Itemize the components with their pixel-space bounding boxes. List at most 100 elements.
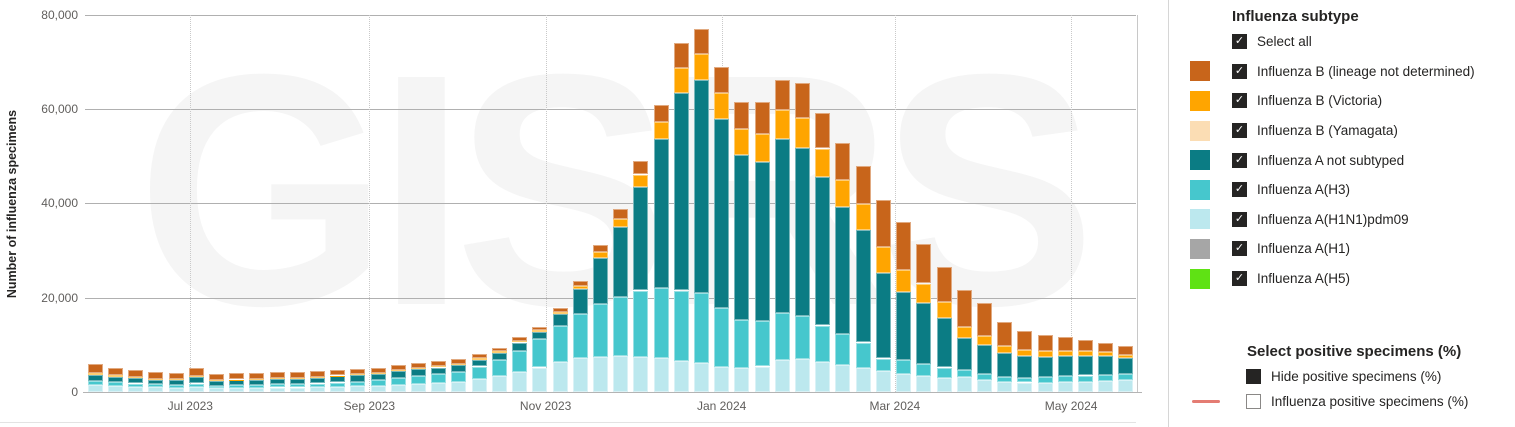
bar-segment-influenza-a-not-subtyped[interactable] — [694, 79, 709, 294]
bar-segment-influenza-a-not-subtyped[interactable] — [916, 302, 932, 364]
bar-segment-influenza-a-h1n1-pdm09[interactable] — [451, 381, 467, 392]
bar-segment-influenza-a-not-subtyped[interactable] — [592, 258, 608, 304]
bar-segment-influenza-a-h1n1-pdm09[interactable] — [1017, 382, 1033, 392]
bar-segment-influenza-a-h3[interactable] — [309, 383, 325, 388]
bar-segment-influenza-b-lineage-not-determined[interactable] — [309, 371, 325, 377]
bar-segment-influenza-a-h3[interactable] — [532, 338, 548, 368]
legend-item-a-h3[interactable]: ✓ Influenza A(H3) — [1186, 175, 1515, 205]
bar-segment-influenza-a-h1n1-pdm09[interactable] — [633, 356, 649, 392]
bar-segment-influenza-a-h3[interactable] — [875, 358, 891, 371]
bar-segment-influenza-a-not-subtyped[interactable] — [128, 378, 143, 384]
bar-segment-influenza-b-lineage-not-determined[interactable] — [390, 365, 406, 371]
bar-segment-influenza-a-h1n1-pdm09[interactable] — [976, 379, 992, 392]
bar-segment-influenza-a-h1n1-pdm09[interactable] — [411, 383, 426, 392]
bar-segment-influenza-b-lineage-not-determined[interactable] — [512, 337, 527, 341]
bar-segment-influenza-a-h3[interactable] — [896, 360, 912, 375]
bar-segment-influenza-a-h3[interactable] — [188, 383, 204, 387]
bar-segment-influenza-a-not-subtyped[interactable] — [1057, 356, 1073, 377]
bar-segment-influenza-a-h1n1-pdm09[interactable] — [229, 388, 245, 392]
bar-segment-influenza-b-victoria[interactable] — [734, 128, 750, 155]
hide-positive-specimens-option[interactable]: Hide positive specimens (%) — [1186, 364, 1515, 389]
legend-item-select-all[interactable]: ✓ Select all — [1186, 27, 1515, 57]
bar-segment-influenza-b-victoria[interactable] — [896, 270, 912, 293]
bar-segment-influenza-b-victoria[interactable] — [835, 180, 851, 207]
bar-segment-influenza-b-victoria[interactable] — [1118, 355, 1134, 358]
bar-segment-influenza-a-h1n1-pdm09[interactable] — [289, 387, 305, 392]
bar-segment-influenza-b-lineage-not-determined[interactable] — [229, 373, 245, 380]
bar-segment-influenza-b-lineage-not-determined[interactable] — [350, 368, 366, 375]
bar-segment-influenza-a-h1n1-pdm09[interactable] — [1118, 379, 1134, 392]
bar-segment-influenza-a-h3[interactable] — [855, 342, 871, 368]
bar-segment-influenza-a-h3[interactable] — [956, 370, 972, 378]
bar-segment-influenza-a-h1n1-pdm09[interactable] — [1037, 382, 1053, 392]
bar-segment-influenza-b-victoria[interactable] — [330, 375, 346, 377]
bar-segment-influenza-b-lineage-not-determined[interactable] — [87, 364, 103, 373]
bar-segment-influenza-a-not-subtyped[interactable] — [148, 379, 164, 385]
bar-segment-influenza-a-h3[interactable] — [653, 287, 669, 358]
bar-segment-influenza-a-h3[interactable] — [491, 359, 507, 377]
bar-segment-influenza-a-h1n1-pdm09[interactable] — [512, 372, 527, 392]
bar-segment-influenza-a-not-subtyped[interactable] — [673, 92, 689, 291]
bar-segment-influenza-b-victoria[interactable] — [471, 358, 487, 360]
bar-segment-influenza-b-victoria[interactable] — [754, 133, 770, 163]
bar-segment-influenza-a-h1n1-pdm09[interactable] — [754, 366, 770, 392]
bar-segment-influenza-a-not-subtyped[interactable] — [188, 377, 204, 384]
bar-segment-influenza-a-h3[interactable] — [350, 381, 366, 387]
bar-segment-influenza-a-not-subtyped[interactable] — [613, 227, 629, 297]
bar-segment-influenza-b-victoria[interactable] — [653, 122, 669, 140]
bar-segment-influenza-a-not-subtyped[interactable] — [653, 139, 669, 288]
bar-segment-influenza-b-victoria[interactable] — [512, 340, 527, 343]
bar-segment-influenza-a-h1n1-pdm09[interactable] — [673, 360, 689, 392]
bar-segment-influenza-b-victoria[interactable] — [795, 118, 810, 148]
bar-segment-influenza-b-victoria[interactable] — [491, 351, 507, 353]
bar-segment-influenza-b-victoria[interactable] — [1098, 352, 1114, 357]
bar-segment-influenza-a-h3[interactable] — [411, 376, 426, 384]
bar-segment-influenza-b-lineage-not-determined[interactable] — [734, 101, 750, 129]
bar-segment-influenza-b-lineage-not-determined[interactable] — [188, 367, 204, 376]
bar-segment-influenza-a-h1n1-pdm09[interactable] — [997, 381, 1013, 392]
bar-segment-influenza-a-h3[interactable] — [249, 384, 265, 388]
legend-item-a-h1n1pdm09[interactable]: ✓ Influenza A(H1N1)pdm09 — [1186, 205, 1515, 235]
bar-segment-influenza-a-not-subtyped[interactable] — [208, 380, 224, 386]
bar-segment-influenza-b-lineage-not-determined[interactable] — [208, 373, 224, 380]
bar-segment-influenza-a-not-subtyped[interactable] — [370, 373, 386, 381]
bar-segment-influenza-a-h3[interactable] — [572, 314, 588, 358]
bar-segment-influenza-a-h3[interactable] — [694, 293, 709, 364]
bar-segment-influenza-b-victoria[interactable] — [613, 218, 629, 228]
bar-segment-influenza-a-h3[interactable] — [976, 373, 992, 380]
bar-segment-influenza-a-h1n1-pdm09[interactable] — [87, 384, 103, 392]
select-all-checkbox[interactable]: ✓ — [1232, 34, 1247, 50]
bar-segment-influenza-b-victoria[interactable] — [774, 110, 790, 139]
bar-segment-influenza-b-lineage-not-determined[interactable] — [976, 303, 992, 336]
bar-segment-influenza-a-h3[interactable] — [997, 376, 1013, 382]
bar-segment-influenza-b-lineage-not-determined[interactable] — [491, 347, 507, 352]
bar-segment-influenza-a-h3[interactable] — [208, 385, 224, 388]
bar-segment-influenza-b-lineage-not-determined[interactable] — [451, 359, 467, 364]
bar-segment-influenza-a-not-subtyped[interactable] — [309, 377, 325, 384]
bar-segment-influenza-a-h3[interactable] — [330, 382, 346, 387]
bar-segment-influenza-a-not-subtyped[interactable] — [976, 345, 992, 374]
checkbox[interactable]: ✓ — [1232, 211, 1247, 227]
bar-segment-influenza-a-h1n1-pdm09[interactable] — [431, 382, 447, 392]
bar-segment-influenza-a-h3[interactable] — [936, 367, 952, 378]
bar-segment-influenza-b-lineage-not-determined[interactable] — [1098, 342, 1114, 353]
bar-segment-influenza-a-not-subtyped[interactable] — [491, 352, 507, 360]
bar-segment-influenza-a-h3[interactable] — [269, 384, 285, 388]
bar-segment-influenza-a-not-subtyped[interactable] — [1078, 355, 1093, 376]
bar-segment-influenza-a-h3[interactable] — [107, 382, 123, 386]
bar-segment-influenza-b-lineage-not-determined[interactable] — [1078, 339, 1093, 352]
legend-item-a-not-subtyped[interactable]: ✓ Influenza A not subtyped — [1186, 145, 1515, 175]
bar-segment-influenza-a-not-subtyped[interactable] — [795, 148, 810, 316]
bar-segment-influenza-a-h1n1-pdm09[interactable] — [1098, 381, 1114, 392]
bar-segment-influenza-a-h3[interactable] — [592, 303, 608, 357]
bar-segment-influenza-b-victoria[interactable] — [855, 204, 871, 230]
bar-segment-influenza-b-lineage-not-determined[interactable] — [855, 166, 871, 205]
bar-segment-influenza-b-lineage-not-determined[interactable] — [673, 43, 689, 68]
bar-segment-influenza-a-h1n1-pdm09[interactable] — [613, 356, 629, 392]
bar-segment-influenza-a-h3[interactable] — [148, 384, 164, 388]
bar-segment-influenza-a-h1n1-pdm09[interactable] — [916, 376, 932, 392]
bar-segment-influenza-b-lineage-not-determined[interactable] — [148, 372, 164, 379]
influenza-positive-checkbox[interactable] — [1246, 394, 1261, 410]
bar-segment-influenza-a-h1n1-pdm09[interactable] — [936, 377, 952, 392]
bar-segment-influenza-b-victoria[interactable] — [168, 379, 184, 381]
